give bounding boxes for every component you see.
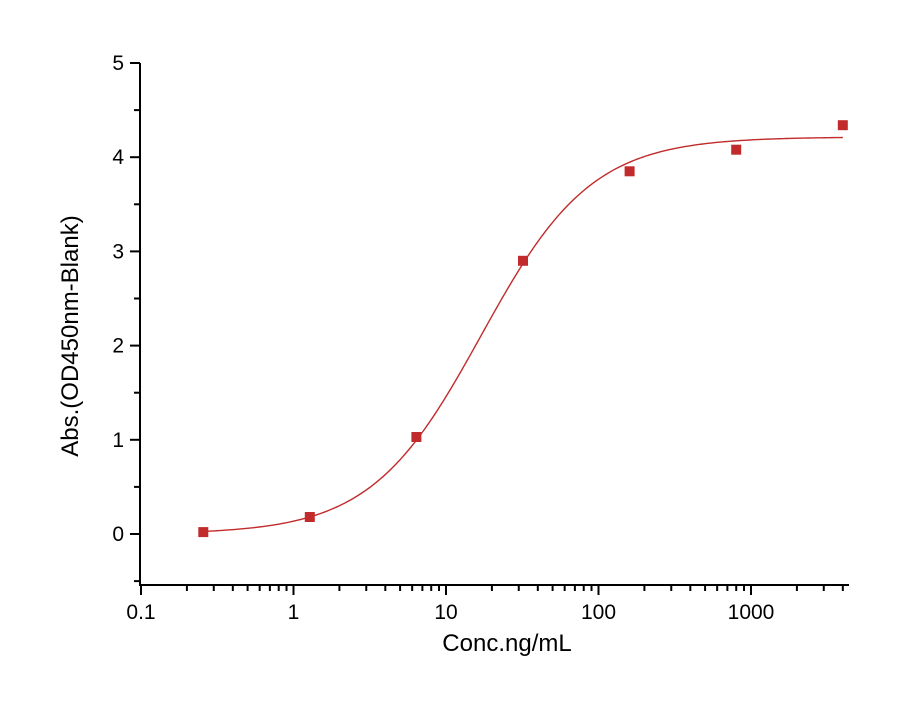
data-point-marker [624, 166, 635, 177]
y-axis-title: Abs.(OD450nm-Blank) [57, 215, 84, 457]
data-point-marker [518, 255, 528, 266]
y-tick-label: 1 [112, 429, 124, 452]
x-tick-label: 0.1 [126, 601, 155, 624]
data-point-marker [411, 432, 422, 442]
y-tick-label: 0 [112, 523, 124, 546]
axis-frame [139, 63, 849, 586]
x-tick-label: 1000 [728, 601, 775, 624]
x-tick-label: 100 [581, 601, 616, 624]
y-tick-label: 3 [112, 240, 124, 263]
x-axis-title: Conc.ng/mL [442, 630, 572, 657]
x-tick-label: 10 [434, 601, 457, 624]
data-point-marker [837, 120, 848, 131]
data-point-marker [731, 144, 742, 155]
data-point-marker [198, 527, 209, 538]
x-tick-label: 1 [288, 601, 300, 624]
y-tick-label: 2 [112, 335, 124, 358]
y-tick-label: 5 [112, 52, 124, 75]
y-tick-label: 4 [112, 146, 124, 169]
fit-curve [203, 136, 843, 533]
data-point-marker [304, 512, 315, 522]
